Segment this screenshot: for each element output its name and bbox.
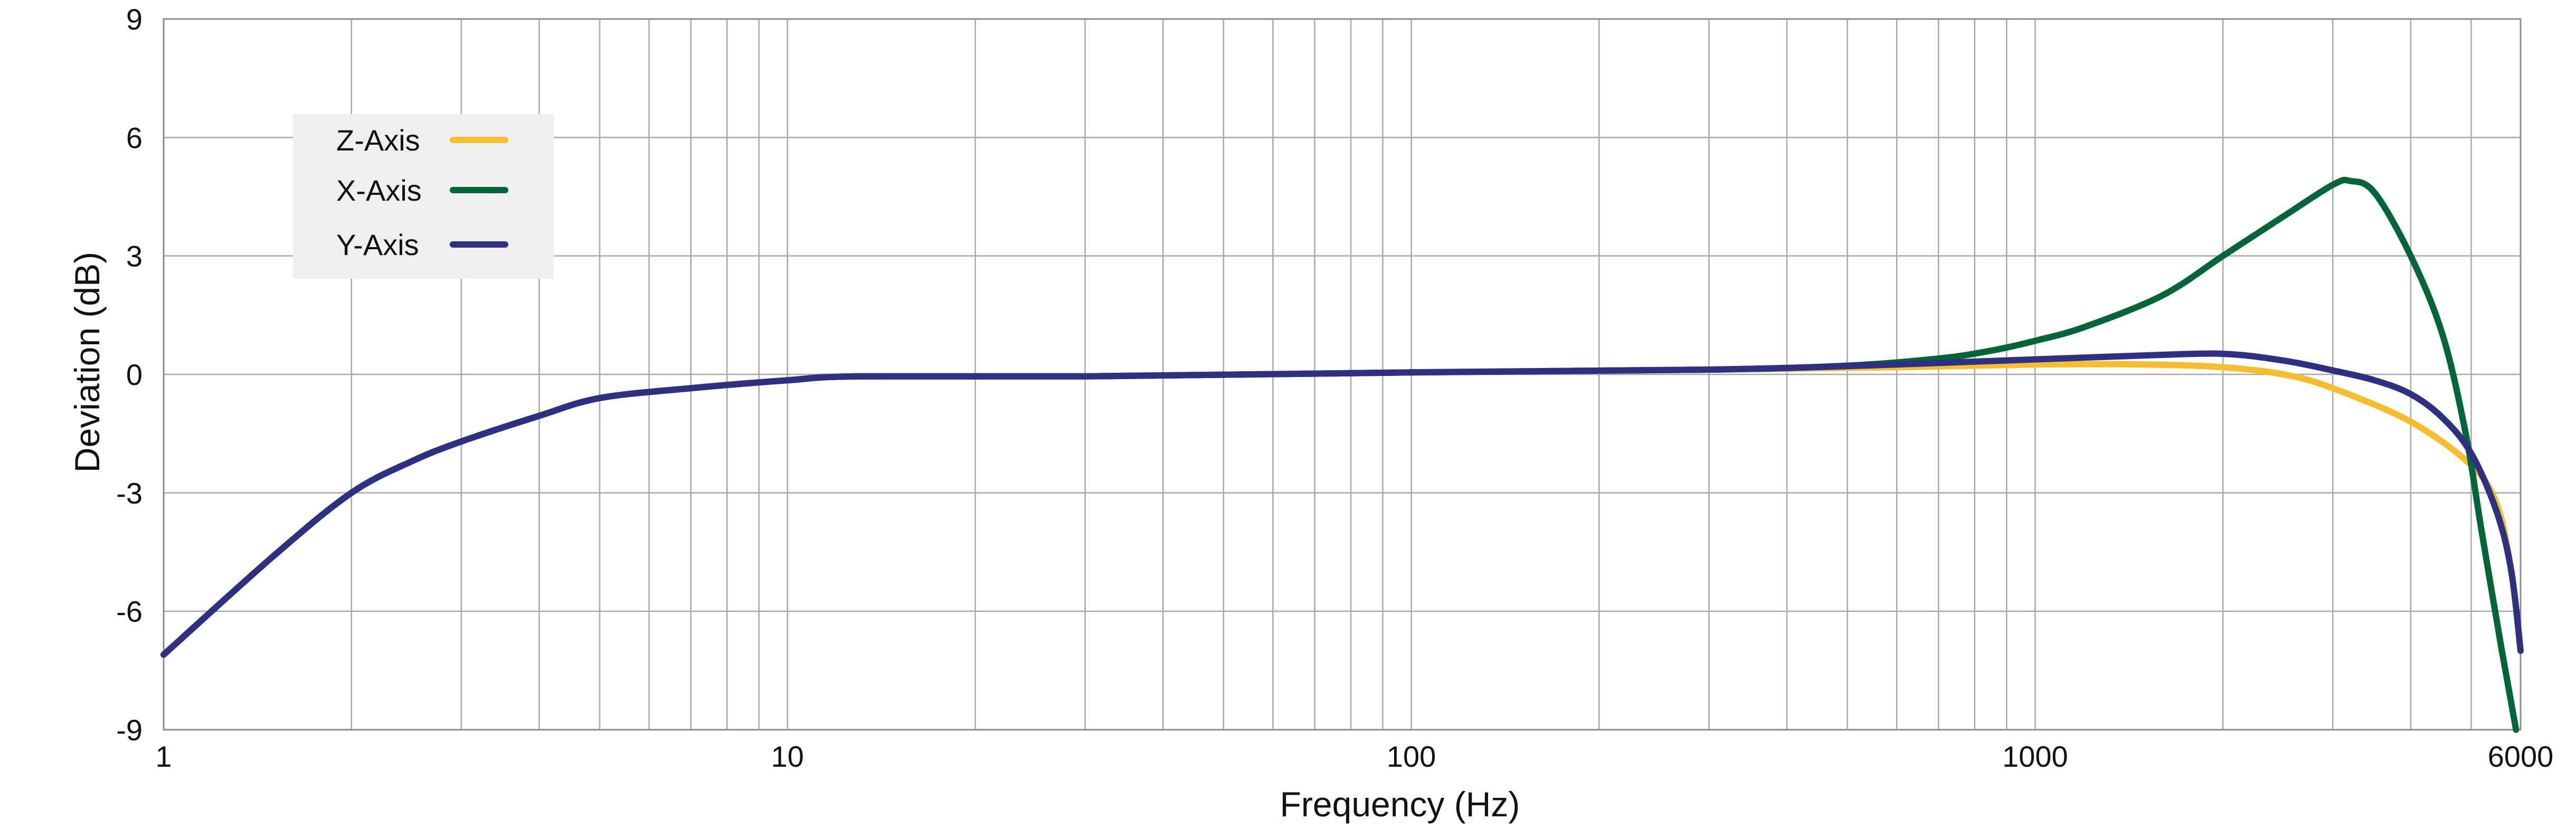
y-tick-labels: -9 -6 -3 0 3 6 9 [116, 3, 143, 747]
legend-label-x-axis: X-Axis [336, 174, 422, 207]
legend-box [293, 114, 554, 279]
x-tick-label: 100 [1387, 740, 1436, 773]
x-tick-label: 1000 [2002, 740, 2068, 773]
x-axis-title: Frequency (Hz) [1280, 785, 1520, 824]
series-line-y-axis [160, 350, 2524, 658]
plot-frame [163, 18, 2522, 731]
y-tick-label: 3 [126, 240, 143, 273]
legend-label-y-axis: Y-Axis [336, 228, 419, 261]
x-tick-labels: 1 10 100 1000 6000 [155, 740, 2553, 773]
y-tick-label: 6 [126, 121, 143, 154]
x-tick-label: 6000 [2488, 740, 2554, 773]
legend: Z-Axis X-Axis Y-Axis [293, 114, 554, 279]
series-lines [160, 176, 2524, 733]
y-axis-title: Deviation (dB) [68, 252, 107, 473]
y-tick-label: -6 [116, 595, 143, 628]
y-tick-label: 9 [126, 3, 143, 36]
plot-border [163, 18, 2522, 731]
x-tick-label: 10 [771, 740, 804, 773]
y-tick-label: -3 [116, 476, 143, 510]
legend-label-z-axis: Z-Axis [336, 124, 420, 157]
x-tick-label: 1 [155, 740, 172, 773]
y-tick-label: -9 [116, 713, 143, 747]
y-tick-label: 0 [126, 358, 143, 391]
